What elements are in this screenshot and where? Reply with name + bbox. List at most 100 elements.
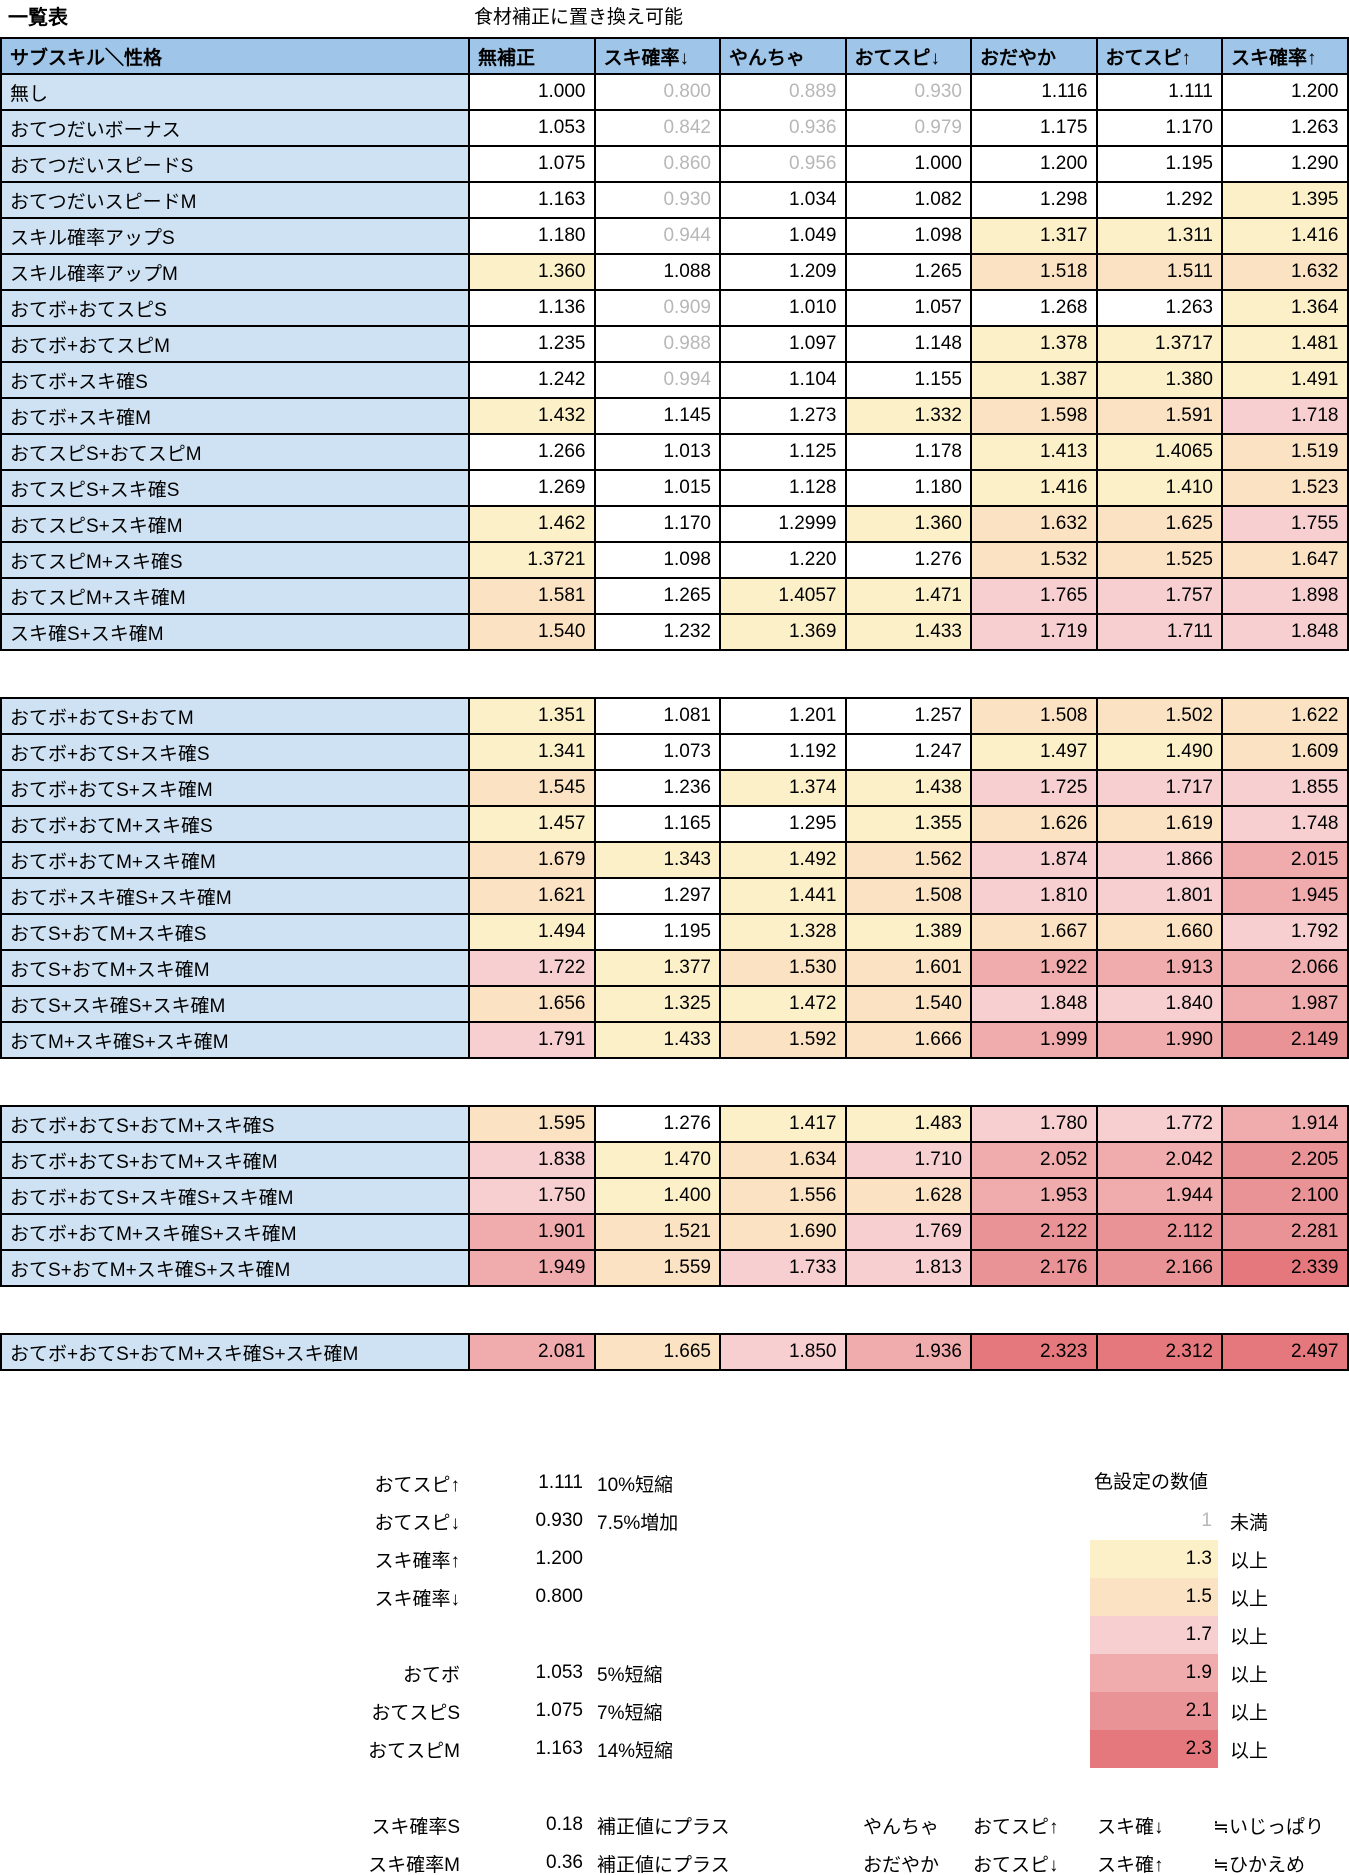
value-cell: 1.389	[844, 913, 972, 951]
value-cell: 1.494	[468, 913, 596, 951]
table-row: おてスピS+スキ確S 1.269 1.015 1.128 1.180 1.416 1.410…	[0, 469, 1349, 507]
value-cell: 1.369	[719, 613, 847, 651]
modifier-label: スキ確率↑	[374, 1550, 460, 1572]
value-cell: 2.042	[1095, 1141, 1223, 1179]
value-cell: 2.166	[1095, 1249, 1223, 1287]
modifier-desc: 14%短縮	[597, 1740, 674, 1762]
nature-note-line: やんちゃ おてスピ↑ スキ確↓ ≒いじっぱり	[863, 1806, 1324, 1844]
row-label: おてボ+おてS+スキ確S+スキ確M	[0, 1177, 470, 1215]
table-row: おてボ+スキ確M 1.432 1.145 1.273 1.332 1.598 1.591 1.…	[0, 397, 1349, 435]
color-legend-row: 2.3 以上	[1090, 1730, 1268, 1768]
value-cell: 1.010	[719, 289, 847, 327]
header-row: サブスキル＼性格 無補正 スキ確率↓ やんちゃ おてスピ↓ おだやか おてスピ↑ スキ確率↑	[0, 37, 1349, 75]
value-cell: 1.195	[593, 913, 721, 951]
value-cell: 1.913	[1095, 949, 1223, 987]
value-cell: 1.457	[468, 805, 596, 843]
value-cell: 1.180	[468, 217, 596, 255]
value-cell: 0.944	[593, 217, 721, 255]
value-cell: 1.518	[970, 253, 1098, 291]
value-cell: 1.125	[719, 433, 847, 471]
row-label: おてボ+おてS+スキ確S	[0, 733, 470, 771]
value-cell: 1.632	[970, 505, 1098, 543]
value-cell: 1.625	[1095, 505, 1223, 543]
value-cell: 1.999	[970, 1021, 1098, 1059]
value-cell: 1.725	[970, 769, 1098, 807]
value-cell: 2.100	[1221, 1177, 1349, 1215]
modifier-legend-line: スキ確率M 0.36 補正値にプラス	[250, 1844, 970, 1875]
value-cell: 1.545	[468, 769, 596, 807]
value-cell: 1.170	[593, 505, 721, 543]
row-label: おてボ+おてS+おてM+スキ確M	[0, 1141, 470, 1179]
modifier-desc: 7%短縮	[597, 1702, 663, 1724]
value-cell: 1.088	[593, 253, 721, 291]
table-row: おてつだいスピードM 1.163 0.930 1.034 1.082 1.298 1.292…	[0, 181, 1349, 219]
value-cell: 2.176	[970, 1249, 1098, 1287]
table-row: おてS+おてM+スキ確S+スキ確M 1.949 1.559 1.733 1.813 2.1…	[0, 1249, 1349, 1287]
column-header: おてスピ↓	[844, 37, 972, 75]
value-cell: 1.257	[844, 697, 972, 735]
value-cell: 1.242	[468, 361, 596, 399]
modifier-desc: 補正値にプラス	[597, 1854, 730, 1875]
value-cell: 1.360	[844, 505, 972, 543]
value-cell: 1.351	[468, 697, 596, 735]
value-cell: 0.860	[593, 145, 721, 183]
table-row: おてスピM+スキ確S 1.3721 1.098 1.220 1.276 1.532 1.52…	[0, 541, 1349, 579]
column-header: おだやか	[970, 37, 1098, 75]
value-cell: 1.328	[719, 913, 847, 951]
value-cell: 1.601	[844, 949, 972, 987]
table-row: おてボ+おてS+おてM+スキ確S 1.595 1.276 1.417 1.483 1.78…	[0, 1105, 1349, 1143]
value-cell: 1.609	[1221, 733, 1349, 771]
value-cell: 1.433	[844, 613, 972, 651]
value-cell: 1.073	[593, 733, 721, 771]
nature-effect-skill: スキ確↑	[1097, 1854, 1164, 1875]
value-cell: 1.791	[468, 1021, 596, 1059]
value-cell: 1.750	[468, 1177, 596, 1215]
table-row: おてボ+おてスピM 1.235 0.988 1.097 1.148 1.378 1.3717…	[0, 325, 1349, 363]
value-cell: 1.236	[593, 769, 721, 807]
table-row: 無し 1.000 0.800 0.889 0.930 1.116 1.111 1.200	[0, 73, 1349, 111]
table-row: おてボ+おてS+おてM+スキ確M 1.838 1.470 1.634 1.710 2.05…	[0, 1141, 1349, 1179]
table-row: おてボ+おてM+スキ確S 1.457 1.165 1.295 1.355 1.626 1.6…	[0, 805, 1349, 843]
value-cell: 1.433	[593, 1021, 721, 1059]
value-cell: 1.944	[1095, 1177, 1223, 1215]
color-swatch: 1.7	[1090, 1616, 1218, 1654]
value-cell: 1.665	[593, 1333, 721, 1371]
value-cell: 2.112	[1095, 1213, 1223, 1251]
value-cell: 1.298	[970, 181, 1098, 219]
color-threshold-suffix: 以上	[1230, 1626, 1269, 1648]
table-row: おてS+おてM+スキ確M 1.722 1.377 1.530 1.601 1.922 1.9…	[0, 949, 1349, 987]
table-row: おてボ+スキ確S 1.242 0.994 1.104 1.155 1.387 1.380 1.…	[0, 361, 1349, 399]
value-cell: 1.511	[1095, 253, 1223, 291]
value-cell: 1.660	[1095, 913, 1223, 951]
row-label: おてつだいスピードM	[0, 181, 470, 219]
row-label: おてつだいスピードS	[0, 145, 470, 183]
table-row: おてS+おてM+スキ確S 1.494 1.195 1.328 1.389 1.667 1.6…	[0, 913, 1349, 951]
value-cell: 2.081	[468, 1333, 596, 1371]
color-swatch: 2.3	[1090, 1730, 1218, 1768]
modifier-desc: 5%短縮	[597, 1664, 663, 1686]
value-cell: 1.471	[844, 577, 972, 615]
value-cell: 1.273	[719, 397, 847, 435]
value-cell: 1.508	[970, 697, 1098, 735]
value-cell: 1.266	[468, 433, 596, 471]
color-threshold-suffix: 以上	[1230, 1664, 1269, 1686]
column-header: スキ確率↓	[593, 37, 721, 75]
value-cell: 1.416	[1221, 217, 1349, 255]
value-cell: 1.502	[1095, 697, 1223, 735]
value-cell: 1.595	[468, 1105, 596, 1143]
value-cell: 1.4057	[719, 577, 847, 615]
color-legend-row: 1.7 以上	[1090, 1616, 1268, 1654]
color-swatch: 1.3	[1090, 1540, 1218, 1578]
column-header: スキ確率↑	[1221, 37, 1349, 75]
value-cell: 1.416	[970, 469, 1098, 507]
row-label: おてつだいボーナス	[0, 109, 470, 147]
value-cell: 1.175	[970, 109, 1098, 147]
value-cell: 1.4065	[1095, 433, 1223, 471]
value-cell: 1.874	[970, 841, 1098, 879]
value-cell: 1.263	[1095, 289, 1223, 327]
row-label: おてスピS+おてスピM	[0, 433, 470, 471]
row-label: おてボ+おてS+スキ確M	[0, 769, 470, 807]
value-cell: 1.987	[1221, 985, 1349, 1023]
row-label: 無し	[0, 73, 470, 111]
value-cell: 1.559	[593, 1249, 721, 1287]
